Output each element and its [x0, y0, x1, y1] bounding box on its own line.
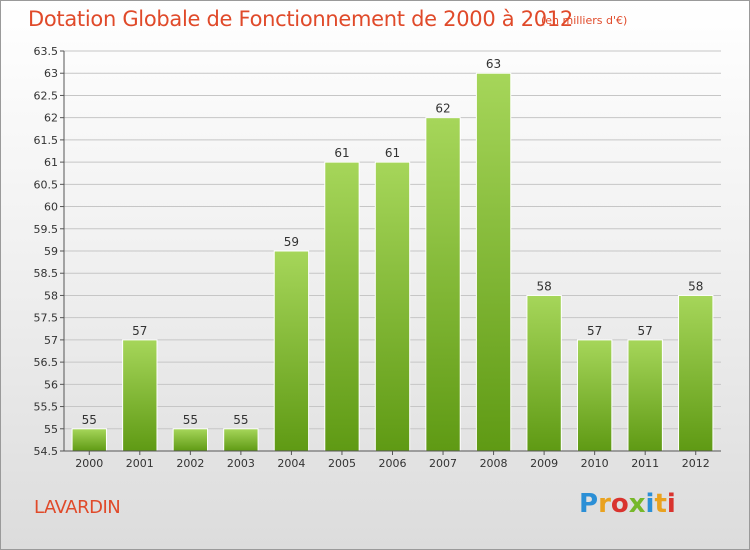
logo-letter: P	[579, 489, 599, 519]
y-tick-label: 62.5	[34, 89, 59, 102]
bar-2000	[71, 428, 107, 452]
logo-letter: o	[610, 489, 629, 519]
data-label: 61	[385, 146, 400, 160]
data-label: 58	[536, 279, 551, 293]
x-tick-label: 2011	[631, 457, 659, 470]
x-tick-label: 2004	[277, 457, 305, 470]
bar-2002	[172, 428, 209, 452]
logo-letter: t	[654, 489, 667, 519]
data-label: 58	[688, 279, 703, 293]
y-tick-label: 56.5	[34, 356, 59, 369]
y-tick-label: 60	[44, 201, 58, 214]
data-label: 62	[435, 102, 450, 116]
x-tick-label: 2005	[328, 457, 356, 470]
bar-2007	[425, 117, 461, 452]
y-tick-label: 59	[44, 245, 58, 258]
y-tick-label: 63	[44, 67, 58, 80]
x-tick-label: 2006	[379, 457, 407, 470]
x-tick-label: 2009	[530, 457, 558, 470]
bar-2005	[324, 161, 360, 452]
proxiti-logo: Proxiti	[579, 489, 676, 519]
commune-name: LAVARDIN	[34, 497, 121, 518]
data-label: 61	[334, 146, 349, 160]
y-tick-label: 56	[44, 378, 58, 391]
x-tick-label: 2008	[480, 457, 508, 470]
bar-2004	[273, 250, 310, 452]
y-tick-label: 59.5	[34, 223, 59, 236]
y-tick-label: 61.5	[34, 134, 59, 147]
x-tick-label: 2003	[227, 457, 255, 470]
y-tick-label: 55.5	[34, 401, 59, 414]
bar-2012	[678, 294, 714, 452]
chart-subtitle: (en milliers d'€)	[541, 14, 628, 27]
x-tick-label: 2012	[682, 457, 710, 470]
data-label: 57	[638, 324, 653, 338]
y-tick-label: 61	[44, 156, 58, 169]
data-labels: 55 57 55 55 59 61 61 62 63 58 57 57 58	[82, 57, 704, 427]
y-tick-label: 55	[44, 423, 58, 436]
bar-2009	[526, 294, 562, 452]
data-label: 57	[132, 324, 147, 338]
y-tick-label: 57	[44, 334, 58, 347]
data-label: 59	[284, 235, 299, 249]
data-label: 55	[183, 413, 198, 427]
y-tick-label: 57.5	[34, 312, 59, 325]
y-tick-label: 60.5	[34, 178, 59, 191]
y-tick-label: 54.5	[34, 445, 59, 458]
data-label: 55	[82, 413, 97, 427]
y-tick-label: 63.5	[34, 45, 59, 58]
x-tick-label: 2010	[581, 457, 609, 470]
bar-2006	[374, 161, 411, 452]
axes: 54.5 55 55.5 56 56.5 57 57.5 58 58.5 59 59.5 60 60.5…	[34, 45, 721, 470]
bar-2003	[223, 428, 259, 452]
x-tick-label: 2002	[176, 457, 204, 470]
bar-2001	[122, 339, 158, 452]
y-tick-label: 58	[44, 289, 58, 302]
bars	[71, 72, 714, 452]
x-tick-label: 2007	[429, 457, 457, 470]
data-label: 55	[233, 413, 248, 427]
x-tick-label: 2000	[75, 457, 103, 470]
logo-letter: x	[628, 489, 646, 519]
y-tick-label: 58.5	[34, 267, 59, 280]
chart-title: Dotation Globale de Fonctionnement de 20…	[28, 7, 573, 31]
logo-letter: r	[598, 489, 611, 519]
bar-2011	[627, 339, 663, 452]
x-tick-label: 2001	[126, 457, 154, 470]
data-label: 57	[587, 324, 602, 338]
logo-letter: i	[645, 489, 655, 519]
logo-letter: i	[666, 489, 676, 519]
y-tick-label: 62	[44, 112, 58, 125]
bar-2010	[576, 339, 613, 452]
bar-2008	[475, 72, 512, 452]
data-label: 63	[486, 57, 501, 71]
